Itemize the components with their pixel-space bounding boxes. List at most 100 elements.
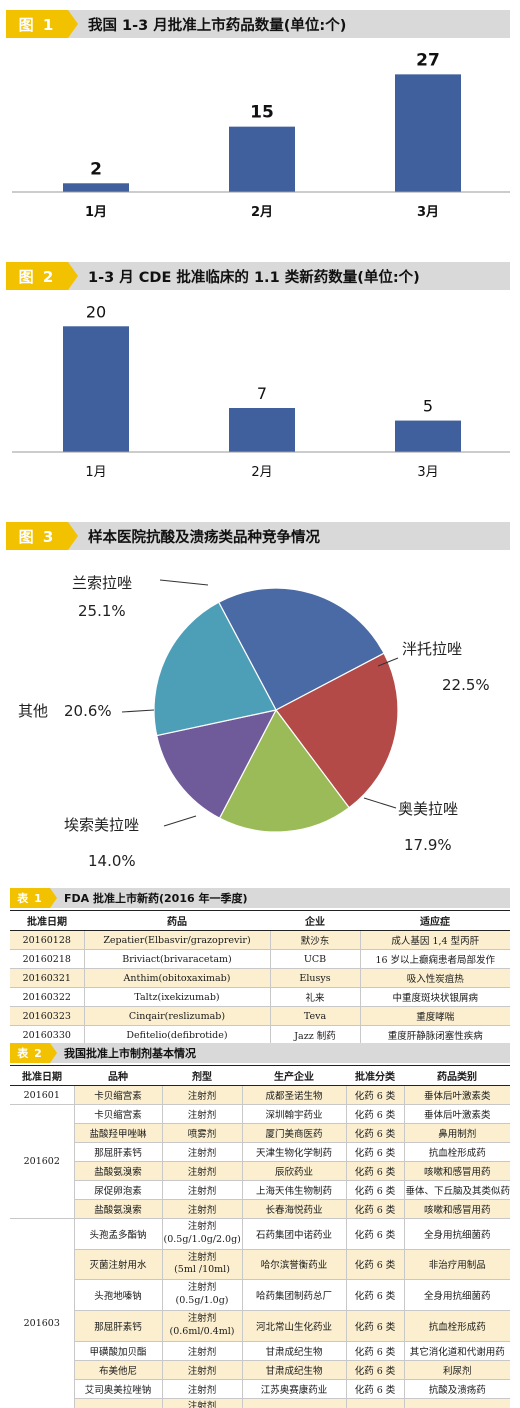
x-tick-label: 1月 bbox=[85, 465, 106, 480]
leader-line bbox=[159, 579, 209, 586]
leader-line bbox=[121, 709, 155, 713]
pie-slice-2 bbox=[275, 652, 399, 809]
bar-3 bbox=[395, 74, 461, 192]
table-cell: 化药 6 类 bbox=[346, 1180, 405, 1200]
figure-3-header: 图 3 样本医院抗酸及溃疡类品种竞争情况 bbox=[6, 522, 510, 550]
table-cell: 化药 6 类 bbox=[346, 1161, 405, 1181]
table-row: 201602 卡贝缩宫素 注射剂 深圳翰宇药业 化药 6 类垂体后叶激素类 bbox=[10, 1104, 510, 1219]
table-cell: 抗酸及溃疡药 bbox=[404, 1379, 510, 1399]
table-cell: 艾司奥美拉唑钠 bbox=[74, 1379, 163, 1399]
table-cell: 垂体、下丘脑及其类似药 bbox=[404, 1180, 510, 1200]
figure-2-title: 1-3 月 CDE 批准临床的 1.1 类新药数量(单位:个) bbox=[88, 269, 420, 286]
table-cell: UCB bbox=[270, 949, 361, 969]
table-cell: 石药集团中诺药业 bbox=[242, 1218, 347, 1250]
table-cell: 注射剂 bbox=[162, 1199, 243, 1219]
table-cell: 礼来 bbox=[270, 987, 361, 1007]
table-cell: 江苏奥赛康药业 bbox=[242, 1379, 347, 1399]
table-2-header-row: 批准日期 品种 剂型 生产企业 批准分类 药品类别 bbox=[10, 1065, 510, 1086]
table-cell: 重度哮喘 bbox=[360, 1006, 510, 1026]
table-cell: 化药 6 类 bbox=[346, 1398, 405, 1408]
column-header: 生产企业 bbox=[242, 1065, 346, 1086]
figure-3-badge: 图 3 bbox=[6, 522, 78, 550]
column-header: 批准分类 bbox=[346, 1065, 404, 1086]
table-cell: 化药 6 类 bbox=[346, 1123, 405, 1143]
figure-3-title: 样本医院抗酸及溃疡类品种竞争情况 bbox=[88, 529, 320, 546]
pie-slice-4 bbox=[155, 709, 278, 819]
table-cell: 深圳翰宇药业 bbox=[242, 1104, 347, 1124]
table-cell: 化药 6 类 bbox=[346, 1199, 405, 1219]
table-cell: 头孢孟多酯钠 bbox=[74, 1218, 163, 1250]
bar-2 bbox=[229, 126, 295, 192]
table-cell: 卡贝缩宫素 bbox=[74, 1085, 163, 1105]
slice-percent: 17.9% bbox=[404, 836, 452, 854]
data-label: 20 bbox=[86, 302, 106, 321]
table-cell: 注射剂 (0.5g/1.0g) bbox=[162, 1279, 243, 1311]
fda-new-drug-table: 批准日期 药品 企业 适应症 20160128 Zepatier(Elbasvir/gr… bbox=[10, 910, 510, 1045]
figure-2-badge: 图 2 bbox=[6, 262, 78, 290]
table-cell: 头孢地嗪钠 bbox=[74, 1279, 163, 1311]
table-cell: 注射剂 bbox=[162, 1341, 243, 1361]
table-1-badge: 表 1 bbox=[10, 888, 57, 908]
table-cell: 注射剂 bbox=[162, 1379, 243, 1399]
table-row: 20160321 Anthim(obitoxaximab) Elusys 吸入性炭疽热 bbox=[10, 968, 510, 988]
slice-label: 泮托拉唑 bbox=[402, 640, 462, 658]
slice-label: 奥美拉唑 bbox=[398, 800, 458, 818]
x-tick-label: 1月 bbox=[85, 205, 107, 220]
table-cell: 艾司奥美拉唑钠 bbox=[74, 1398, 163, 1408]
table-cell: Teva bbox=[270, 1006, 361, 1026]
date-cell: 201602 bbox=[10, 1104, 75, 1219]
slice-percent: 20.6% bbox=[64, 702, 112, 720]
table-cell: 哈尔滨誉衡药业 bbox=[242, 1249, 347, 1281]
table-cell: 河北常山生化药业 bbox=[242, 1310, 347, 1342]
date-cell: 201603 bbox=[10, 1218, 75, 1408]
table-2-header: 表 2 我国批准上市制剂基本情况 bbox=[10, 1043, 510, 1063]
table-cell: 化药 6 类 bbox=[346, 1218, 405, 1250]
table-cell: 布美他尼 bbox=[74, 1360, 163, 1380]
table-row: 20160128 Zepatier(Elbasvir/grazoprevir) 默沙… bbox=[10, 930, 510, 950]
table-cell: 盐酸羟甲唑啉 bbox=[74, 1123, 163, 1143]
table-cell: 利尿剂 bbox=[404, 1360, 510, 1380]
table-cell: 化药 6 类 bbox=[346, 1104, 405, 1124]
table-cell: 化药 6 类 bbox=[346, 1142, 405, 1162]
table-row: 盐酸氨溴索 注射剂 辰欣药业 化药 6 类咳嗽和感冒用药 bbox=[10, 1161, 510, 1181]
table-cell: 注射剂 bbox=[162, 1085, 243, 1105]
table-cell: 哈药集团制药总厂 bbox=[242, 1279, 347, 1311]
table-row: 灭菌注射用水 注射剂 (5ml /10ml) 哈尔滨誉衡药业 化药 6 类非治疗用制品 bbox=[10, 1249, 510, 1281]
table-cell: 咳嗽和感冒用药 bbox=[404, 1161, 510, 1181]
table-cell: 尿促卵泡素 bbox=[74, 1180, 163, 1200]
slice-label: 埃索美拉唑 bbox=[64, 816, 139, 834]
table-cell: 20160330 bbox=[10, 1025, 85, 1045]
table-cell: 注射剂 (0.5g/1.0g/2.0g) bbox=[162, 1218, 243, 1250]
table-cell: Cinqair(reslizumab) bbox=[84, 1006, 271, 1026]
data-label: 5 bbox=[423, 397, 433, 416]
table-cell: 注射剂 (0.6ml/0.4ml) bbox=[162, 1310, 243, 1342]
slice-percent: 25.1% bbox=[78, 602, 126, 620]
pie-chart: 兰索拉唑 25.1% 泮托拉唑 22.5% 奥美拉唑 17.9% 埃索美拉唑 14.0% 其他 2… bbox=[18, 574, 490, 870]
figure-2-header: 图 2 1-3 月 CDE 批准临床的 1.1 类新药数量(单位:个) bbox=[6, 262, 510, 290]
table-cell: 灭菌注射用水 bbox=[74, 1249, 163, 1281]
table-cell: 化药 6 类 bbox=[346, 1249, 405, 1281]
table-row: 艾司奥美拉唑钠 注射剂 江苏奥赛康药业 化药 6 类抗酸及溃疡药 bbox=[10, 1379, 510, 1399]
bar-3 bbox=[395, 420, 461, 452]
table-cell: 化药 6 类 bbox=[346, 1379, 405, 1399]
table-row: 20160330 Defitelio(defibrotide) Jazz 制药 重度肝… bbox=[10, 1025, 510, 1045]
table-1-header-row: 批准日期 药品 企业 适应症 bbox=[10, 910, 510, 931]
table-row: 20160322 Taltz(ixekizumab) 礼来 中重度斑块状银屑病 bbox=[10, 987, 510, 1007]
leader-line bbox=[363, 797, 397, 809]
table-row: 201603 头孢孟多酯钠 注射剂 (0.5g/1.0g/2.0g) 石药集团中诺药业化… bbox=[10, 1218, 510, 1408]
table-cell: 厦门美商医药 bbox=[242, 1123, 347, 1143]
table-cell: 注射剂 (5ml /10ml) bbox=[162, 1249, 243, 1281]
column-header: 剂型 bbox=[162, 1065, 242, 1086]
table-cell: 其它消化道和代谢用药 bbox=[404, 1341, 510, 1361]
bar-chart-2: 20 1月 7 2月 5 3月 bbox=[12, 302, 510, 480]
table-cell: 那屈肝素钙 bbox=[74, 1142, 163, 1162]
table-cell: 长春海悦药业 bbox=[242, 1199, 347, 1219]
table-2-badge: 表 2 bbox=[10, 1043, 57, 1063]
x-tick-label: 2月 bbox=[251, 205, 273, 220]
table-row: 201601 卡贝缩宫素 注射剂 成都圣诺生物 化药 6 类垂体后叶激素类 bbox=[10, 1085, 510, 1105]
column-header: 批准日期 bbox=[10, 1065, 74, 1086]
table-row: 盐酸羟甲唑啉 喷雾剂 厦门美商医药 化药 6 类鼻用制剂 bbox=[10, 1123, 510, 1143]
table-cell: 天津生物化学制药 bbox=[242, 1142, 347, 1162]
table-cell: 抗酸及溃疡药 bbox=[404, 1398, 510, 1408]
